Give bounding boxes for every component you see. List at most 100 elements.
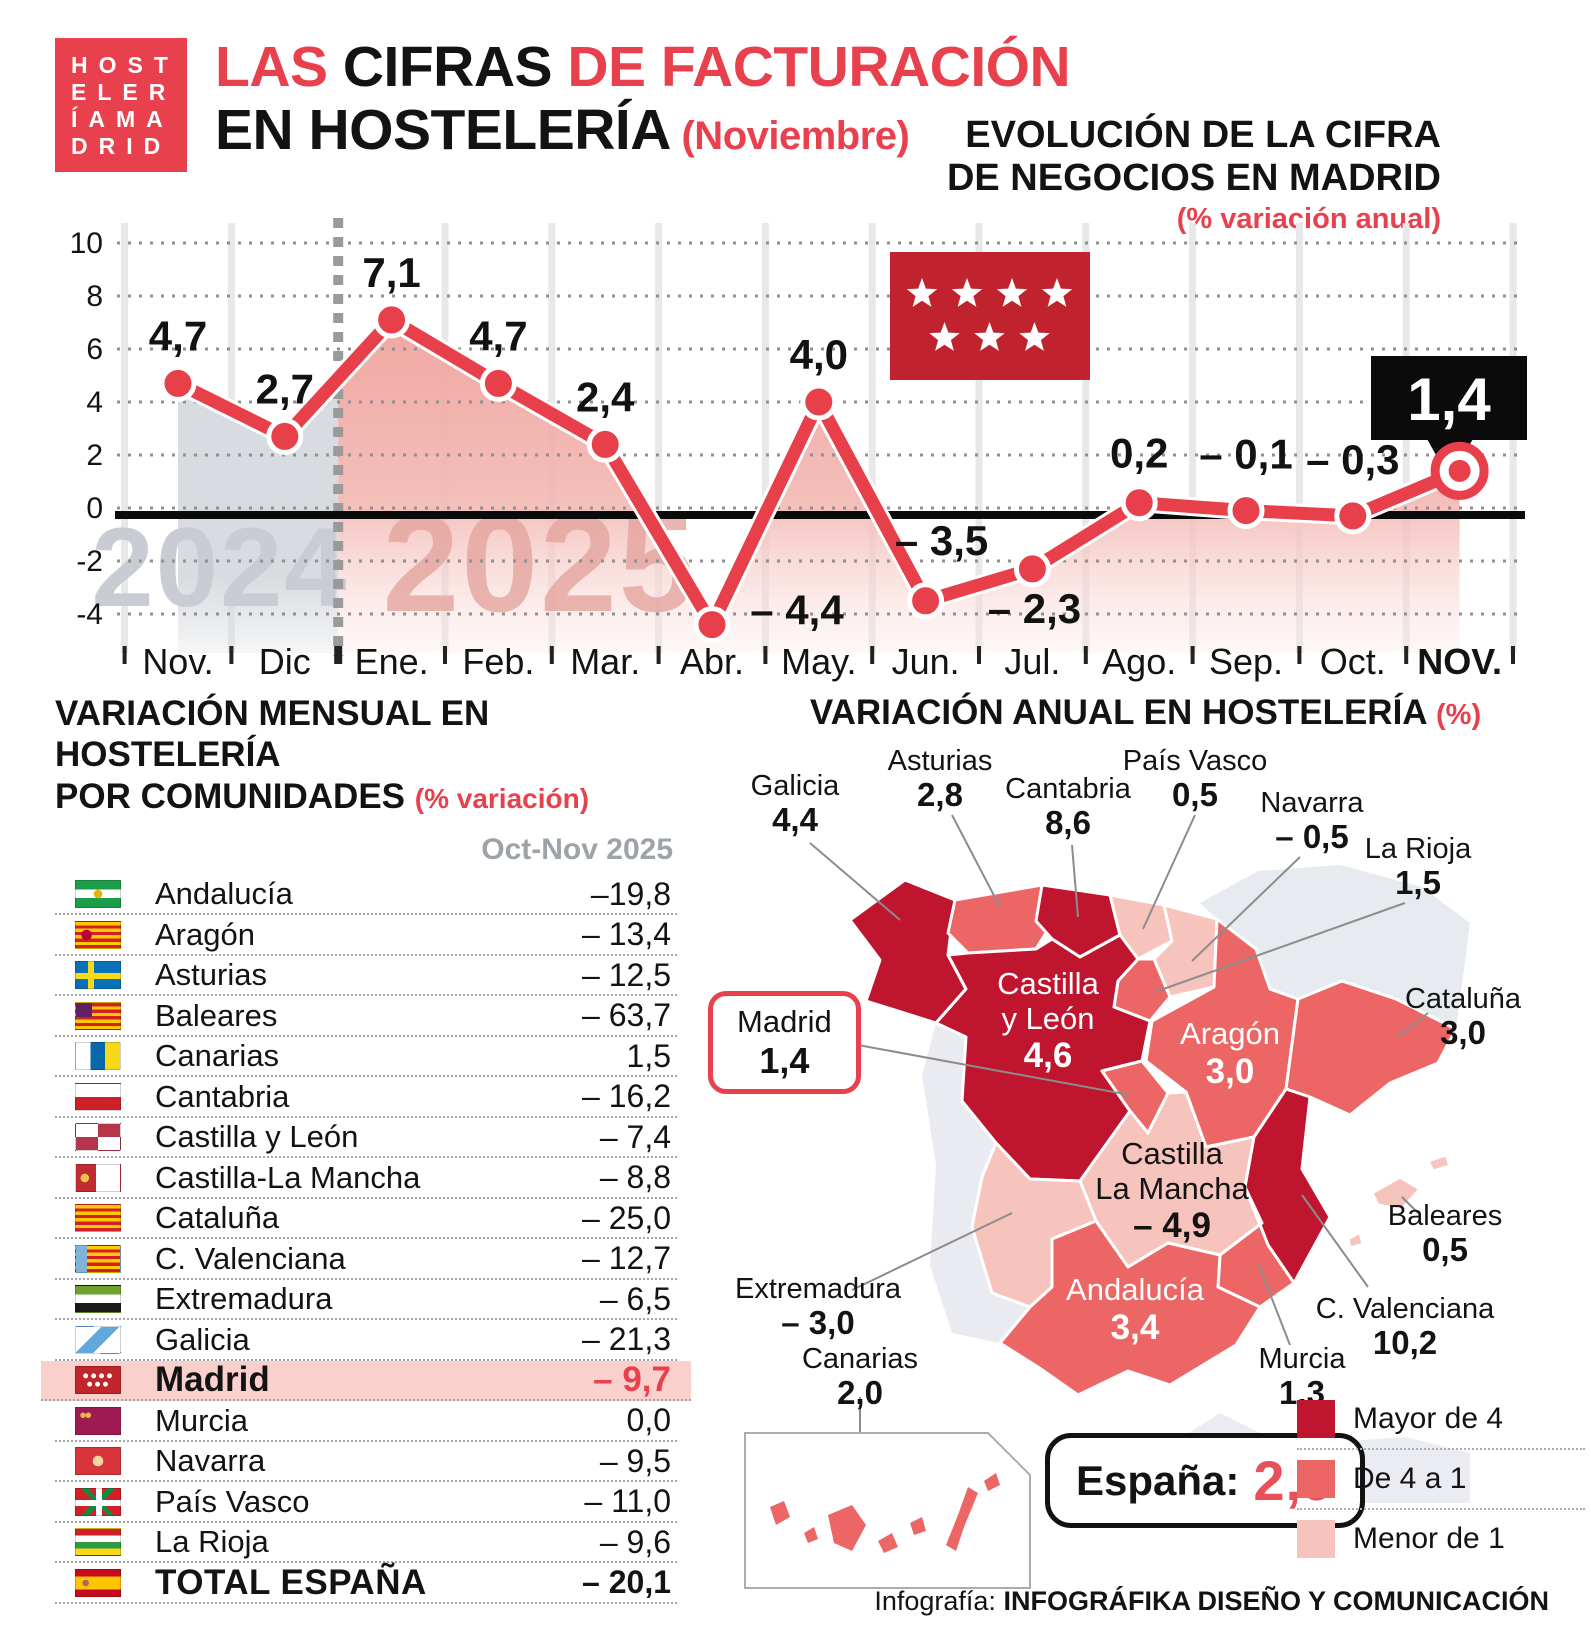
table-row-baleares: Baleares – 63,7 bbox=[55, 996, 677, 1037]
legend-swatch-light bbox=[1297, 1520, 1335, 1558]
svg-text:10: 10 bbox=[70, 227, 103, 260]
legend-swatch-medium bbox=[1297, 1460, 1335, 1498]
map-label-andalucia: Andalucía 3,4 bbox=[1066, 1272, 1204, 1347]
evolution-chart: 2024 2025 10 8 6 4 2 0 -2 -4 4,7 2,7 7,1 4,7 2,4– 4,4 4… bbox=[45, 208, 1545, 683]
svg-text:May.: May. bbox=[781, 641, 856, 682]
region-value: – 6,5 bbox=[599, 1280, 671, 1317]
region-value: – 9,6 bbox=[599, 1523, 671, 1560]
svg-text:– 0,1: – 0,1 bbox=[1199, 431, 1292, 478]
svg-text:– 2,3: – 2,3 bbox=[988, 585, 1081, 632]
region-name: Extremadura bbox=[155, 1281, 333, 1317]
map-label-asturias: Asturias 2,8 bbox=[887, 745, 993, 814]
svg-text:2024: 2024 bbox=[91, 505, 348, 630]
map-title: VARIACIÓN ANUAL EN HOSTELERÍA (%) bbox=[809, 693, 1482, 732]
region-galicia bbox=[848, 878, 968, 1025]
table-row-castillayleon: Castilla y León – 7,4 bbox=[55, 1118, 677, 1159]
legend-item: Mayor de 4 bbox=[1297, 1390, 1585, 1448]
region-name: Castilla-La Mancha bbox=[155, 1159, 421, 1195]
asturias-flag-icon bbox=[75, 961, 121, 990]
region-value: – 8,8 bbox=[599, 1159, 671, 1196]
svg-text:– 3,5: – 3,5 bbox=[895, 517, 988, 564]
hosteleria-madrid-logo: HOST ELER ÍAMA DRID bbox=[55, 38, 187, 172]
castillayleon-flag-icon bbox=[75, 1123, 121, 1152]
larioja-flag-icon bbox=[75, 1528, 121, 1557]
legend-item: De 4 a 1 bbox=[1297, 1448, 1585, 1508]
communities-table-section: VARIACIÓN MENSUAL EN HOSTELERÍA POR COMU… bbox=[41, 693, 691, 1604]
svg-text:8: 8 bbox=[86, 280, 103, 313]
region-value: – 20,1 bbox=[582, 1564, 671, 1601]
region-name: Castilla y León bbox=[155, 1119, 359, 1155]
map-label-cvalenciana: C. Valenciana 10,2 bbox=[1315, 1293, 1495, 1362]
region-name: Canarias bbox=[155, 1038, 280, 1074]
svg-text:Jun.: Jun. bbox=[892, 641, 960, 682]
region-value: – 11,0 bbox=[584, 1483, 671, 1520]
legend-item: Menor de 1 bbox=[1297, 1508, 1585, 1568]
map-label-canarias: Canarias 2,0 bbox=[801, 1343, 919, 1412]
svg-text:Feb.: Feb. bbox=[462, 641, 534, 682]
spain-map-svg bbox=[744, 814, 1470, 1589]
region-andalucia bbox=[998, 1219, 1262, 1397]
map-label-extremadura: Extremadura – 3,0 bbox=[734, 1273, 902, 1342]
paisvasco-flag-icon bbox=[75, 1487, 121, 1516]
logo-line: DRID bbox=[71, 133, 172, 159]
region-value: –19,8 bbox=[590, 875, 671, 912]
canarias-inset-frame bbox=[744, 1432, 1031, 1589]
madrid-flag-icon bbox=[75, 1366, 121, 1395]
map-label-cataluna: Cataluña 3,0 bbox=[1404, 983, 1522, 1052]
logo-line: ÍAMA bbox=[71, 106, 174, 132]
map-label-galicia: Galicia 4,4 bbox=[750, 770, 840, 839]
table-row-espana: TOTAL ESPAÑA – 20,1 bbox=[55, 1563, 677, 1604]
svg-text:2,7: 2,7 bbox=[256, 365, 314, 412]
svg-text:4,7: 4,7 bbox=[149, 312, 207, 359]
table-title: VARIACIÓN MENSUAL EN HOSTELERÍA POR COMU… bbox=[55, 694, 590, 816]
region-value: – 63,7 bbox=[582, 997, 671, 1034]
region-name: Cantabria bbox=[155, 1078, 290, 1114]
baleares-flag-icon bbox=[75, 1001, 121, 1030]
map-label-larioja: La Rioja 1,5 bbox=[1364, 833, 1472, 902]
france-silhouette bbox=[1200, 865, 1470, 1029]
page-title: LAS CIFRAS DE FACTURACIÓN EN HOSTELERÍA … bbox=[215, 35, 1071, 162]
logo-line: HOST bbox=[71, 52, 179, 78]
credit-line: Infografía: INFOGRÁFIKA DISEÑO Y COMUNIC… bbox=[874, 1586, 1549, 1616]
chart-subtitle: (% variación anual) bbox=[1176, 203, 1441, 236]
table-row-castillalamancha: Castilla-La Mancha – 8,8 bbox=[55, 1158, 677, 1199]
region-canarias-islands bbox=[770, 1473, 1000, 1553]
region-baleares-islands bbox=[1346, 1153, 1452, 1250]
svg-text:Jul.: Jul. bbox=[1004, 641, 1060, 682]
region-name: Murcia bbox=[155, 1402, 249, 1438]
canarias-flag-icon bbox=[75, 1042, 121, 1071]
region-name: La Rioja bbox=[155, 1524, 269, 1560]
region-name: Galicia bbox=[155, 1321, 250, 1357]
cataluna-flag-icon bbox=[75, 1204, 121, 1233]
map-legend: Mayor de 4 De 4 a 1 Menor de 1 bbox=[1297, 1390, 1585, 1568]
region-name: Aragón bbox=[155, 916, 255, 952]
region-value: – 25,0 bbox=[582, 1199, 671, 1236]
table-column-header: Oct-Nov 2025 bbox=[481, 832, 673, 866]
map-label-cantabria: Cantabria 8,6 bbox=[1005, 773, 1131, 842]
svg-text:4,7: 4,7 bbox=[469, 312, 527, 359]
region-name: TOTAL ESPAÑA bbox=[155, 1562, 427, 1602]
region-value: – 12,5 bbox=[582, 956, 671, 993]
table-row-galicia: Galicia – 21,3 bbox=[55, 1320, 677, 1361]
madrid-callout: Madrid 1,4 bbox=[708, 991, 861, 1095]
svg-text:-4: -4 bbox=[76, 598, 103, 631]
table-row-extremadura: Extremadura – 6,5 bbox=[55, 1280, 677, 1321]
svg-text:– 4,4: – 4,4 bbox=[750, 587, 844, 634]
map-label-baleares: Baleares 0,5 bbox=[1387, 1200, 1503, 1269]
svg-text:Dic: Dic bbox=[259, 641, 311, 682]
table-row-aragon: Aragón – 13,4 bbox=[55, 915, 677, 956]
legend-swatch-dark bbox=[1297, 1400, 1335, 1438]
murcia-flag-icon bbox=[75, 1406, 121, 1435]
region-value: – 16,2 bbox=[582, 1078, 671, 1115]
svg-text:1,4: 1,4 bbox=[1407, 366, 1491, 433]
map-section: VARIACIÓN ANUAL EN HOSTELERÍA (%) bbox=[700, 693, 1591, 1593]
svg-text:– 0,3: – 0,3 bbox=[1306, 436, 1399, 483]
map-subtitle: (%) bbox=[1436, 699, 1482, 731]
region-value: – 9,7 bbox=[593, 1360, 671, 1400]
cvalenciana-flag-icon bbox=[75, 1244, 121, 1273]
chart-title: EVOLUCIÓN DE LA CIFRA DE NEGOCIOS EN MAD… bbox=[946, 114, 1441, 236]
castillalamancha-flag-icon bbox=[75, 1163, 121, 1192]
cantabria-flag-icon bbox=[75, 1082, 121, 1111]
table-row-cvalenciana: C. Valenciana – 12,7 bbox=[55, 1239, 677, 1280]
